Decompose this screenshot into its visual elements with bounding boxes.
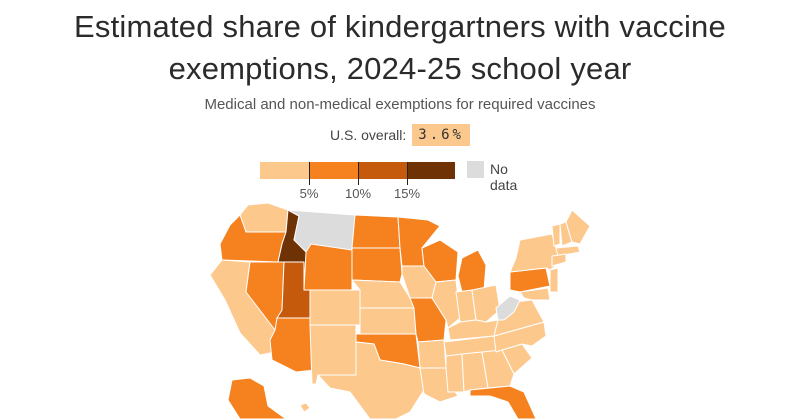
state-ar	[417, 339, 447, 369]
legend-tick-15	[407, 162, 408, 185]
state-nc	[493, 321, 547, 353]
state-ma	[555, 245, 581, 257]
legend-label-15: 15%	[393, 186, 421, 201]
us-overall-value: 3.6%	[412, 124, 470, 146]
legend-tick-5	[309, 162, 310, 185]
chart-subtitle: Medical and non-medical exemptions for r…	[204, 96, 596, 113]
state-ms	[445, 353, 465, 393]
us-overall-label: U.S. overall:	[330, 127, 407, 143]
state-ct	[551, 253, 567, 267]
legend-label-10: 10%	[344, 186, 372, 201]
legend-swatch-1	[309, 162, 358, 179]
state-wa	[239, 202, 289, 233]
legend-label-5: 5%	[299, 186, 319, 201]
state-md	[519, 287, 551, 301]
chart-title: Estimated share of kindergartners with v…	[0, 6, 800, 90]
state-nj	[549, 267, 559, 293]
state-az	[269, 317, 316, 373]
state-hi	[299, 402, 311, 413]
legend-swatch-2	[358, 162, 407, 179]
state-nd	[351, 214, 401, 249]
legend-nodata-label: No data	[490, 161, 518, 193]
state-oh	[471, 284, 501, 323]
legend-swatch-0	[260, 162, 309, 179]
title-line-1: Estimated share of kindergartners with v…	[74, 9, 726, 44]
state-mi	[457, 249, 487, 293]
state-sd	[351, 247, 403, 283]
state-fl	[469, 385, 537, 419]
legend-nodata-swatch	[467, 161, 484, 178]
state-me	[565, 209, 591, 245]
title-line-2: exemptions, 2024-25 school year	[168, 51, 632, 86]
state-co	[309, 289, 361, 326]
state-ne	[351, 279, 415, 309]
state-ky	[447, 319, 499, 341]
state-wy	[303, 243, 353, 291]
legend-swatch-3	[407, 162, 455, 179]
state-ak	[227, 377, 287, 419]
state-wv	[495, 295, 521, 321]
legend-tick-10	[358, 162, 359, 185]
us-overall: U.S. overall: 3.6%	[0, 124, 800, 146]
state-ks	[359, 307, 417, 335]
state-tx	[317, 341, 425, 419]
state-vt	[551, 223, 561, 247]
